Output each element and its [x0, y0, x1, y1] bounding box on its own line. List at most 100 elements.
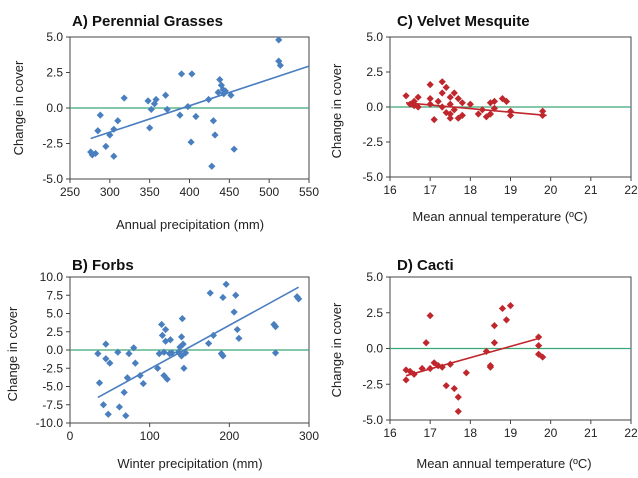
- panel-c-data-point: [410, 102, 418, 110]
- panel-d-ylabel: Change in cover: [329, 302, 344, 397]
- panel-c-xlabel: Mean annual temperature (ºC): [412, 209, 587, 224]
- panel-c-data-point: [426, 81, 434, 89]
- panel-a-data-point: [275, 36, 283, 44]
- panel-a-data-point: [96, 111, 104, 119]
- panel-a-data-point: [94, 127, 102, 135]
- panel-d-y-tick-label: -5.0: [362, 413, 383, 427]
- panel-d-x-tick-label: 21: [584, 426, 598, 440]
- panel-c-data-point: [446, 114, 454, 122]
- panel-d-x-tick-label: 18: [464, 426, 478, 440]
- panel-b-data-point: [102, 340, 110, 348]
- panel-a-data-point: [110, 152, 118, 160]
- panel-c-y-tick-label: 2.5: [366, 65, 383, 79]
- panel-b-x-tick-label: 200: [219, 429, 239, 443]
- panel-a-data-point: [120, 94, 128, 102]
- panel-b-data-point: [115, 403, 123, 411]
- panel-a-data-point: [144, 97, 152, 105]
- panel-b-y-tick-label: 7.5: [46, 288, 63, 302]
- panel-c-y-tick-label: 5.0: [366, 30, 383, 44]
- panel-d-data-point: [498, 304, 507, 313]
- panel-b-title: B) Forbs: [72, 257, 134, 274]
- panel-c-x-tick-label: 21: [584, 183, 598, 197]
- panel-b-x-tick-label: 300: [299, 429, 319, 443]
- panel-a-data-point: [227, 91, 235, 99]
- panel-b-data-point: [293, 293, 301, 301]
- panel-d-data-point: [482, 347, 490, 355]
- panel-c-data-point: [474, 110, 482, 118]
- panel-a-data-point: [162, 91, 170, 99]
- panel-c-data-point: [438, 89, 446, 97]
- panel-b-data-point: [160, 371, 168, 380]
- panel-b-data-point: [139, 379, 147, 388]
- panel-b-y-tick-label: -10.0: [36, 416, 64, 430]
- panel-a-title: A) Perennial Grasses: [72, 13, 223, 30]
- panel-b-data-point: [271, 323, 280, 331]
- panel-d-y-tick-label: 2.5: [366, 306, 383, 320]
- panel-b-data-point: [233, 325, 241, 334]
- panel-b-xlabel: Winter precipitation (mm): [117, 456, 262, 471]
- panel-b-data-point: [217, 350, 225, 358]
- panel-d-data-point: [402, 376, 410, 384]
- panel-b-y-tick-label: 0.0: [46, 343, 63, 357]
- panel-d-x-tick-label: 16: [383, 426, 397, 440]
- panel-d-data-point: [535, 342, 543, 350]
- panel-b-data-point: [179, 340, 187, 348]
- panel-a-data-point: [152, 95, 160, 104]
- panel-b-data-point: [219, 352, 227, 360]
- panel-c-title: C) Velvet Mesquite: [397, 13, 530, 30]
- panel-c-data-point: [502, 97, 511, 105]
- panel-a-data-point: [147, 105, 155, 114]
- panel-c-data-point: [414, 93, 422, 101]
- panel-d-y-tick-label: 0.0: [366, 342, 383, 356]
- panel-a-x-tick-label: 450: [219, 185, 239, 199]
- panel-a-data-point: [163, 105, 171, 114]
- panel-b-y-tick-label: -2.5: [42, 361, 63, 375]
- panel-a-data-point: [188, 70, 196, 78]
- panel-b-data-point: [163, 375, 171, 383]
- panel-a-x-tick-label: 250: [60, 185, 80, 199]
- panel-b-data-point: [162, 325, 170, 334]
- panel-b-data-point: [222, 280, 230, 288]
- panel-a-data-point: [177, 70, 186, 78]
- panel-c-x-tick-label: 20: [544, 183, 558, 197]
- panel-c-data-point: [414, 103, 422, 111]
- panel-c-data-point: [438, 78, 446, 86]
- panel-d-data-point: [434, 362, 442, 370]
- panel-c-x-tick-label: 16: [383, 183, 397, 197]
- panel-b-data-point: [160, 348, 168, 356]
- panel-a-y-tick-label: -2.5: [42, 137, 63, 151]
- panel-b-data-point: [178, 315, 186, 323]
- panel-a-x-tick-label: 500: [259, 185, 279, 199]
- panel-b-data-point: [177, 333, 186, 341]
- panel-b-data-point: [122, 412, 130, 420]
- panel-d-y-tick-label: -2.5: [362, 377, 383, 391]
- panel-d-fit-line: [405, 337, 539, 377]
- panel-b-data-point: [104, 410, 112, 418]
- panel-c-fit-line: [405, 102, 547, 117]
- panel-b-data-point: [177, 352, 186, 360]
- panel-d-data-point: [454, 407, 462, 416]
- panel-b-data-point: [158, 320, 166, 329]
- panel-d-data-point: [502, 316, 511, 324]
- panel-b-y-tick-label: -7.5: [42, 398, 63, 412]
- panel-a-y-tick-label: -5.0: [42, 172, 63, 186]
- panel-d-data-point: [418, 364, 426, 373]
- panel-c-ylabel: Change in cover: [329, 63, 344, 158]
- panel-c-x-tick-label: 17: [423, 183, 437, 197]
- panel-b-x-tick-label: 100: [140, 429, 160, 443]
- panel-b-data-point: [235, 334, 243, 342]
- panel-b-forbs: B) Forbs Change in cover Winter precipit…: [5, 257, 319, 471]
- panel-a-xlabel: Annual precipitation (mm): [116, 217, 264, 232]
- panel-a-data-point: [146, 124, 154, 132]
- panel-d-data-point: [490, 339, 499, 347]
- panel-a-data-point: [214, 88, 222, 96]
- panel-a-y-tick-label: 0.0: [46, 101, 63, 115]
- panel-b-ylabel: Change in cover: [5, 306, 20, 401]
- panel-a-ylabel: Change in cover: [11, 60, 26, 155]
- panel-d-x-tick-label: 20: [544, 426, 558, 440]
- panel-b-data-point: [123, 374, 131, 382]
- panel-a-data-point: [187, 138, 195, 146]
- panel-b-data-point: [270, 320, 278, 329]
- panel-d-y-tick-label: 5.0: [366, 270, 383, 284]
- panel-a-data-point: [91, 149, 100, 158]
